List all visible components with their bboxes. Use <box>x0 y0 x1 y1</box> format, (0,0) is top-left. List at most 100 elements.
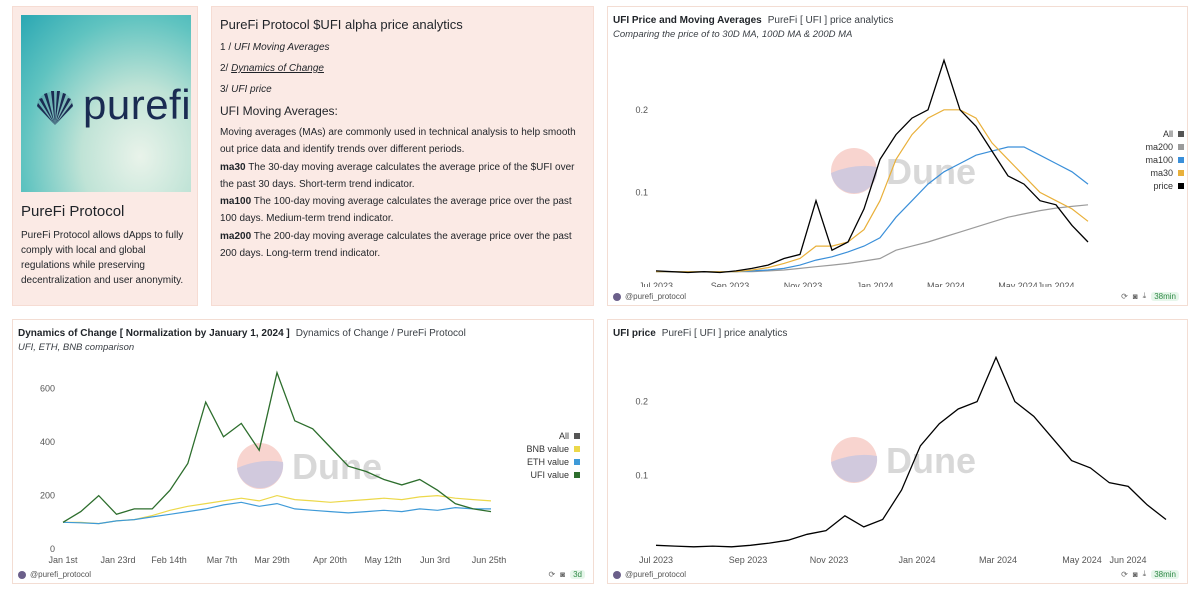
protocol-title: PureFi Protocol <box>21 203 125 220</box>
query-name[interactable]: Dynamics of Change / PureFi Protocol <box>295 328 466 339</box>
legend-swatch <box>574 459 580 465</box>
analytics-heading: PureFi Protocol $UFI alpha price analyti… <box>220 17 463 32</box>
ma-key: ma30 <box>220 162 246 173</box>
x-tick-label: May 12th <box>364 555 401 565</box>
dune-logo-shade <box>831 165 878 194</box>
dune-watermark: Dune <box>237 443 382 489</box>
x-tick-label: Sep 2023 <box>729 555 768 565</box>
x-tick-label: Jul 2023 <box>639 281 673 287</box>
x-tick-label: Mar 2024 <box>927 281 965 287</box>
y-tick-label: 0.1 <box>635 187 648 197</box>
purefi-shell-icon <box>37 91 73 125</box>
toc-link[interactable]: UFI price <box>231 84 272 95</box>
author-handle[interactable]: @purefi_protocol <box>625 570 687 579</box>
query-name[interactable]: PureFi [ UFI ] price analytics <box>661 328 788 339</box>
toc-item-3: 3/ UFI price <box>220 84 272 95</box>
avatar <box>613 570 621 579</box>
purefi-logo-image: purefi <box>21 15 191 192</box>
chart-title-row: Dynamics of Change [ Normalization by Ja… <box>18 328 466 339</box>
legend-swatch <box>574 446 580 452</box>
logo-wordmark: purefi <box>83 81 192 128</box>
chart-svg: 0 200 400 600 Jan 1st Jan 23rd Feb 14th Mar 7th… <box>40 370 580 565</box>
x-tick-label: May 2024 <box>1062 555 1102 565</box>
dune-watermark: Dune <box>831 148 976 194</box>
x-tick-label: Nov 2023 <box>810 555 849 565</box>
refresh-icon[interactable]: ⟳ <box>548 570 556 579</box>
y-tick-label: 600 <box>40 384 55 394</box>
x-tick-label: Jul 2023 <box>639 555 673 565</box>
camera-icon[interactable]: ◙ <box>1132 569 1138 579</box>
footer-actions: ⟳ ◙ ⤓ 38min <box>1121 569 1179 579</box>
x-tick-label: Jan 23rd <box>100 555 135 565</box>
download-icon[interactable]: ⤓ <box>1142 291 1147 300</box>
age-badge: 3d <box>570 570 585 579</box>
chart-footer: @purefi_protocol <box>613 292 686 301</box>
toc-num: 2/ <box>220 63 229 74</box>
x-tick-label: Jan 2024 <box>898 555 935 565</box>
series-line-price <box>655 355 1167 548</box>
dune-watermark: Dune <box>831 437 976 483</box>
query-name[interactable]: PureFi [ UFI ] price analytics <box>767 15 894 26</box>
y-tick-label: 0 <box>50 544 55 554</box>
legend-swatch <box>1178 157 1184 163</box>
x-tick-label: Nov 2023 <box>784 281 823 287</box>
toc-num: 3/ <box>220 84 229 95</box>
toc-item-2: 2/ Dynamics of Change <box>220 63 324 74</box>
x-tick-label: Mar 2024 <box>979 555 1017 565</box>
text-card: PureFi Protocol $UFI alpha price analyti… <box>211 6 594 306</box>
chart-panel-dynamics: Dynamics of Change [ Normalization by Ja… <box>12 319 594 584</box>
refresh-icon[interactable]: ⟳ <box>1121 569 1128 579</box>
legend-swatch <box>574 472 580 478</box>
logo-card: purefi PureFi Protocol PureFi Protocol a… <box>12 6 198 306</box>
series-line-ma30 <box>656 109 1089 273</box>
toc-link[interactable]: UFI Moving Averages <box>233 42 330 53</box>
legend-label: UFI value <box>530 470 569 480</box>
legend-swatch <box>1178 183 1184 189</box>
dune-logo-shade <box>237 460 284 489</box>
x-tick-label: Feb 14th <box>151 555 187 565</box>
legend-label: ma100 <box>1145 155 1173 165</box>
dune-watermark-text: Dune <box>292 446 382 487</box>
chart-footer: @purefi_protocol <box>18 570 91 579</box>
x-tick-label: Jan 2024 <box>856 281 893 287</box>
footer-actions: ⟳ ◙ ⤓ 38min <box>1121 291 1179 301</box>
series-line-ufi-value <box>62 370 492 523</box>
series-line-price <box>655 58 1089 274</box>
protocol-description: PureFi Protocol allows dApps to fully co… <box>21 230 184 286</box>
ma-text: The 30-day moving average calculates the… <box>220 162 575 190</box>
download-icon[interactable]: ⤓ <box>1142 569 1147 578</box>
x-tick-label: Jun 25th <box>472 555 507 565</box>
legend-label: ma200 <box>1145 142 1173 152</box>
x-tick-label: Jun 2024 <box>1037 281 1074 287</box>
y-tick-label: 400 <box>40 437 55 447</box>
chart-title: Dynamics of Change [ Normalization by Ja… <box>18 328 290 339</box>
x-tick-label: Mar 29th <box>254 555 290 565</box>
chart-title-row: UFI Price and Moving Averages PureFi [ UF… <box>613 15 893 26</box>
camera-icon[interactable]: ◙ <box>560 570 566 579</box>
y-tick-label: 0.2 <box>635 105 648 115</box>
x-tick-label: Sep 2023 <box>711 281 750 287</box>
avatar <box>613 292 621 301</box>
legend-all-swatch <box>1178 131 1184 137</box>
dune-logo-shade <box>831 454 878 483</box>
camera-icon[interactable]: ◙ <box>1132 291 1138 301</box>
chart-subtitle: Comparing the price of to 30D MA, 100D M… <box>613 29 853 40</box>
ma-text: The 200-day moving average calculates th… <box>220 231 572 259</box>
ma-key: ma100 <box>220 196 252 207</box>
dune-watermark-text: Dune <box>886 151 976 192</box>
age-badge: 38min <box>1151 569 1179 579</box>
legend-label: price <box>1153 181 1173 191</box>
toc-num: 1 / <box>220 42 232 53</box>
legend-all-swatch <box>574 433 580 439</box>
refresh-icon[interactable]: ⟳ <box>1121 291 1128 301</box>
y-tick-label: 0.2 <box>635 397 648 407</box>
author-handle[interactable]: @purefi_protocol <box>625 292 687 301</box>
author-handle[interactable]: @purefi_protocol <box>30 570 92 579</box>
y-tick-label: 0.1 <box>635 470 648 480</box>
toc-item-1: 1 / UFI Moving Averages <box>220 42 330 53</box>
dune-watermark-text: Dune <box>886 440 976 481</box>
ma200-paragraph: ma200 The 200-day moving average calcula… <box>220 228 588 262</box>
legend-all-label: All <box>1163 129 1173 139</box>
intro-paragraph: Moving averages (MAs) are commonly used … <box>220 127 576 155</box>
toc-link[interactable]: Dynamics of Change <box>231 63 324 74</box>
